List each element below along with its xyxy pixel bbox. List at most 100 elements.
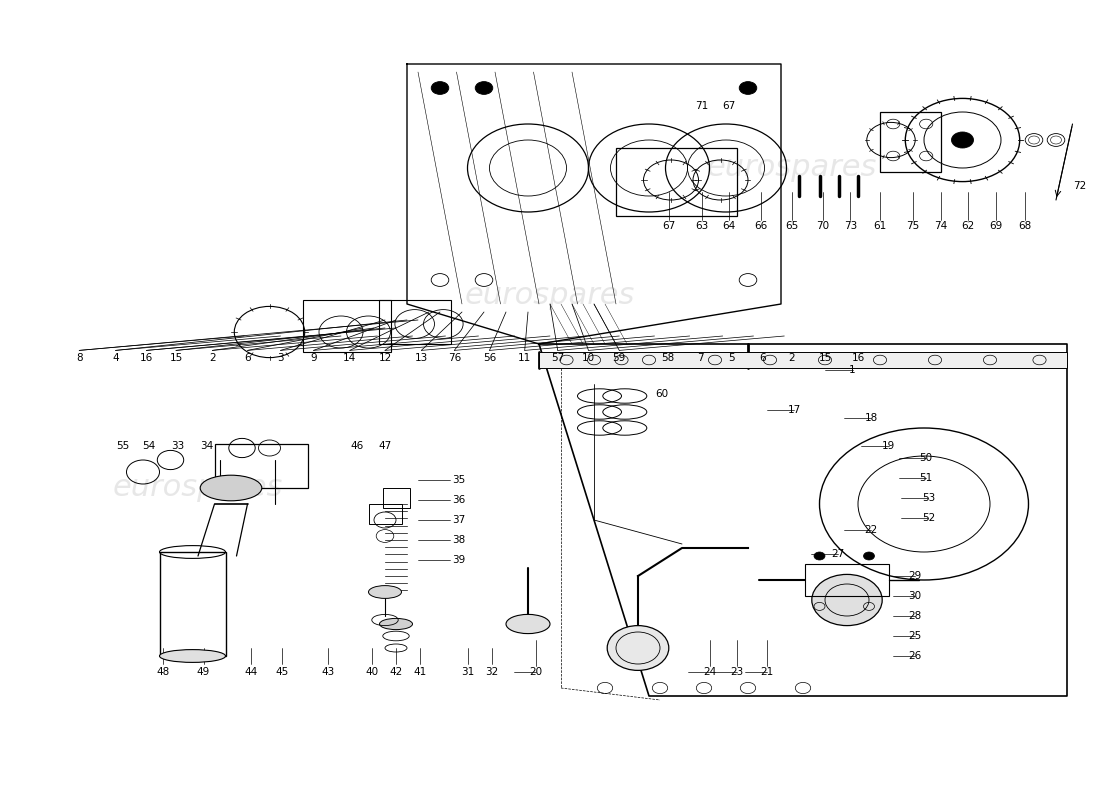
Text: 59: 59 (613, 354, 626, 363)
Ellipse shape (368, 586, 402, 598)
Circle shape (814, 552, 825, 560)
Text: 13: 13 (415, 354, 428, 363)
Text: 40: 40 (365, 667, 378, 677)
Text: 35: 35 (452, 475, 465, 485)
Bar (214, 444, 308, 488)
Text: 47: 47 (378, 442, 392, 451)
Text: 50: 50 (920, 453, 933, 462)
Bar (379, 300, 451, 344)
Text: 28: 28 (909, 611, 922, 621)
Text: 49: 49 (197, 667, 210, 677)
Text: eurospares: eurospares (465, 281, 635, 310)
Text: 38: 38 (452, 535, 465, 545)
Text: 14: 14 (343, 354, 356, 363)
Text: eurospares: eurospares (113, 473, 283, 502)
Circle shape (739, 82, 757, 94)
Text: 16: 16 (851, 354, 865, 363)
Text: 71: 71 (695, 101, 708, 110)
Text: 68: 68 (1019, 221, 1032, 230)
Text: 61: 61 (873, 221, 887, 230)
Text: 46: 46 (351, 442, 364, 451)
Text: 62: 62 (961, 221, 975, 230)
Text: 65: 65 (785, 221, 799, 230)
Circle shape (607, 626, 669, 670)
Text: 33: 33 (172, 442, 185, 451)
Text: 6: 6 (244, 354, 251, 363)
Text: 15: 15 (169, 354, 183, 363)
Bar (805, 564, 889, 596)
Text: 24: 24 (703, 667, 716, 677)
Text: 31: 31 (461, 667, 474, 677)
Text: 8: 8 (76, 354, 82, 363)
Text: 12: 12 (378, 354, 392, 363)
Text: 42: 42 (389, 667, 403, 677)
Text: 69: 69 (989, 221, 1002, 230)
Text: 74: 74 (934, 221, 947, 230)
Text: 34: 34 (200, 442, 213, 451)
Bar (616, 148, 737, 216)
Circle shape (431, 82, 449, 94)
Text: 29: 29 (909, 571, 922, 581)
Text: 63: 63 (695, 221, 708, 230)
Circle shape (812, 574, 882, 626)
Text: 67: 67 (662, 221, 675, 230)
Text: 58: 58 (661, 354, 674, 363)
Text: 43: 43 (321, 667, 334, 677)
Text: 6: 6 (759, 354, 766, 363)
Text: 7: 7 (697, 354, 704, 363)
Circle shape (157, 450, 184, 470)
Text: 75: 75 (906, 221, 920, 230)
Text: 48: 48 (156, 667, 169, 677)
Text: 16: 16 (140, 354, 153, 363)
Text: 52: 52 (922, 513, 935, 522)
Text: 2: 2 (209, 354, 216, 363)
Text: 25: 25 (909, 631, 922, 641)
Circle shape (1047, 134, 1065, 146)
Ellipse shape (379, 618, 412, 630)
Text: 57: 57 (551, 354, 564, 363)
Text: eurospares: eurospares (707, 153, 877, 182)
Text: 2: 2 (789, 354, 795, 363)
Text: 19: 19 (882, 441, 895, 450)
Text: 22: 22 (865, 525, 878, 534)
Text: 72: 72 (1074, 181, 1087, 190)
Ellipse shape (160, 650, 226, 662)
Text: 53: 53 (922, 493, 935, 502)
Text: 15: 15 (818, 354, 832, 363)
Text: 67: 67 (723, 101, 736, 110)
Text: 76: 76 (448, 354, 461, 363)
Text: 39: 39 (452, 555, 465, 565)
Text: 27: 27 (832, 549, 845, 558)
Text: 26: 26 (909, 651, 922, 661)
Text: 21: 21 (760, 667, 773, 677)
Text: 4: 4 (112, 354, 119, 363)
Text: 20: 20 (529, 667, 542, 677)
Circle shape (864, 552, 874, 560)
Text: 30: 30 (909, 591, 922, 601)
Text: 18: 18 (865, 413, 878, 422)
Text: 44: 44 (244, 667, 257, 677)
Text: 5: 5 (728, 354, 735, 363)
Ellipse shape (506, 614, 550, 634)
Bar (302, 300, 390, 352)
Circle shape (1025, 134, 1043, 146)
Ellipse shape (200, 475, 262, 501)
Circle shape (475, 82, 493, 94)
Text: 60: 60 (656, 389, 669, 398)
Text: 23: 23 (730, 667, 744, 677)
Text: 37: 37 (452, 515, 465, 525)
Text: 41: 41 (414, 667, 427, 677)
Text: 55: 55 (117, 442, 130, 451)
Text: 36: 36 (452, 495, 465, 505)
Bar (539, 352, 1067, 368)
Bar (383, 488, 410, 508)
Text: 10: 10 (582, 354, 595, 363)
Bar (160, 552, 226, 656)
Bar (368, 504, 402, 524)
Text: 45: 45 (275, 667, 288, 677)
Text: 3: 3 (277, 354, 284, 363)
Text: 56: 56 (483, 354, 496, 363)
Text: 32: 32 (485, 667, 498, 677)
Text: 17: 17 (788, 405, 801, 414)
Text: 51: 51 (920, 473, 933, 482)
